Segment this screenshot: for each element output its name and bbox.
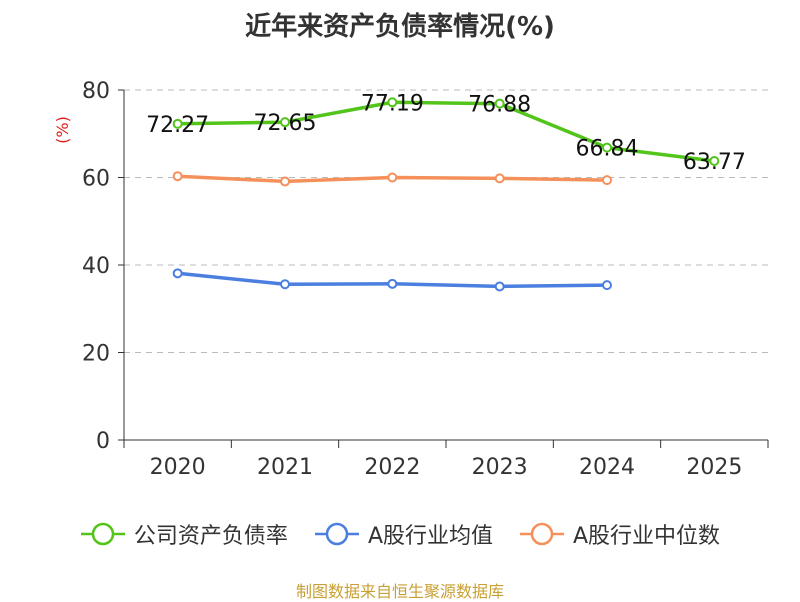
data-label-2021: 72.65 [254, 111, 317, 136]
y-tick-label-60: 60 [82, 167, 110, 192]
data-point-s0-2022 [387, 97, 398, 108]
source-note: 制图数据来自恒生聚源数据库 [295, 582, 504, 601]
legend-label: A股行业中位数 [573, 524, 721, 549]
series-line-0 [177, 100, 715, 163]
x-tick-label-2021: 2021 [257, 455, 313, 480]
legend-label: 公司资产负债率 [133, 524, 288, 549]
grid-lines [124, 89, 768, 353]
data-point-s1-2022 [387, 278, 398, 289]
data-point-s0-2025 [709, 156, 720, 167]
data-point-s0-2020 [172, 118, 183, 129]
data-point-s2-2024 [602, 175, 612, 186]
legend-item-0[interactable]: 公司资产负债率 [80, 518, 288, 550]
y-axis-label: (%) [53, 116, 72, 144]
data-point-s1-2020 [172, 268, 183, 279]
data-point-s2-2021 [280, 176, 290, 187]
y-tick-label-0: 0 [96, 429, 110, 454]
legend: 公司资产负债率 A股行业均值 A股行业中位数 [0, 518, 800, 550]
legend-label: A股行业均值 [367, 524, 493, 549]
data-label-2024: 66.84 [576, 137, 639, 162]
y-tick-label-80: 80 [82, 79, 110, 104]
data-point-s2-2023 [494, 173, 505, 184]
data-label-2022: 77.19 [361, 91, 424, 116]
x-tick-label-2024: 2024 [579, 455, 635, 480]
data-point-s0-2024 [602, 142, 612, 153]
data-point-s1-2023 [494, 281, 505, 292]
data-point-s1-2021 [280, 279, 290, 290]
legend-swatch-icon [520, 522, 564, 546]
y-tick-label-20: 20 [82, 342, 110, 367]
axes: 0 20 40 60 80 2020 2021 2022 2023 2024 2025 (%) [53, 79, 769, 480]
x-tick-label-2022: 2022 [364, 455, 420, 480]
legend-swatch-icon [80, 522, 125, 546]
y-tick-label-40: 40 [82, 254, 110, 279]
data-label-2025: 63.77 [683, 150, 746, 175]
x-tick-label-2025: 2025 [686, 455, 742, 480]
legend-item-1[interactable]: A股行业均值 [314, 518, 493, 550]
legend-swatch-icon [314, 522, 359, 546]
data-point-s2-2020 [172, 171, 183, 182]
series-lines [172, 97, 720, 292]
data-labels: 72.27 72.65 77.19 76.88 66.84 63.77 [146, 91, 746, 175]
chart-title: 近年来资产负债率情况(%) [245, 12, 555, 42]
data-point-s0-2021 [280, 117, 290, 128]
data-label-2020: 72.27 [146, 113, 209, 138]
data-point-s0-2023 [494, 98, 505, 109]
legend-item-2[interactable]: A股行业中位数 [519, 518, 720, 550]
data-label-2023: 76.88 [468, 93, 531, 118]
x-tick-label-2023: 2023 [472, 455, 528, 480]
data-point-s1-2024 [602, 280, 612, 291]
x-tick-label-2020: 2020 [150, 455, 206, 480]
data-point-s2-2022 [387, 172, 398, 183]
